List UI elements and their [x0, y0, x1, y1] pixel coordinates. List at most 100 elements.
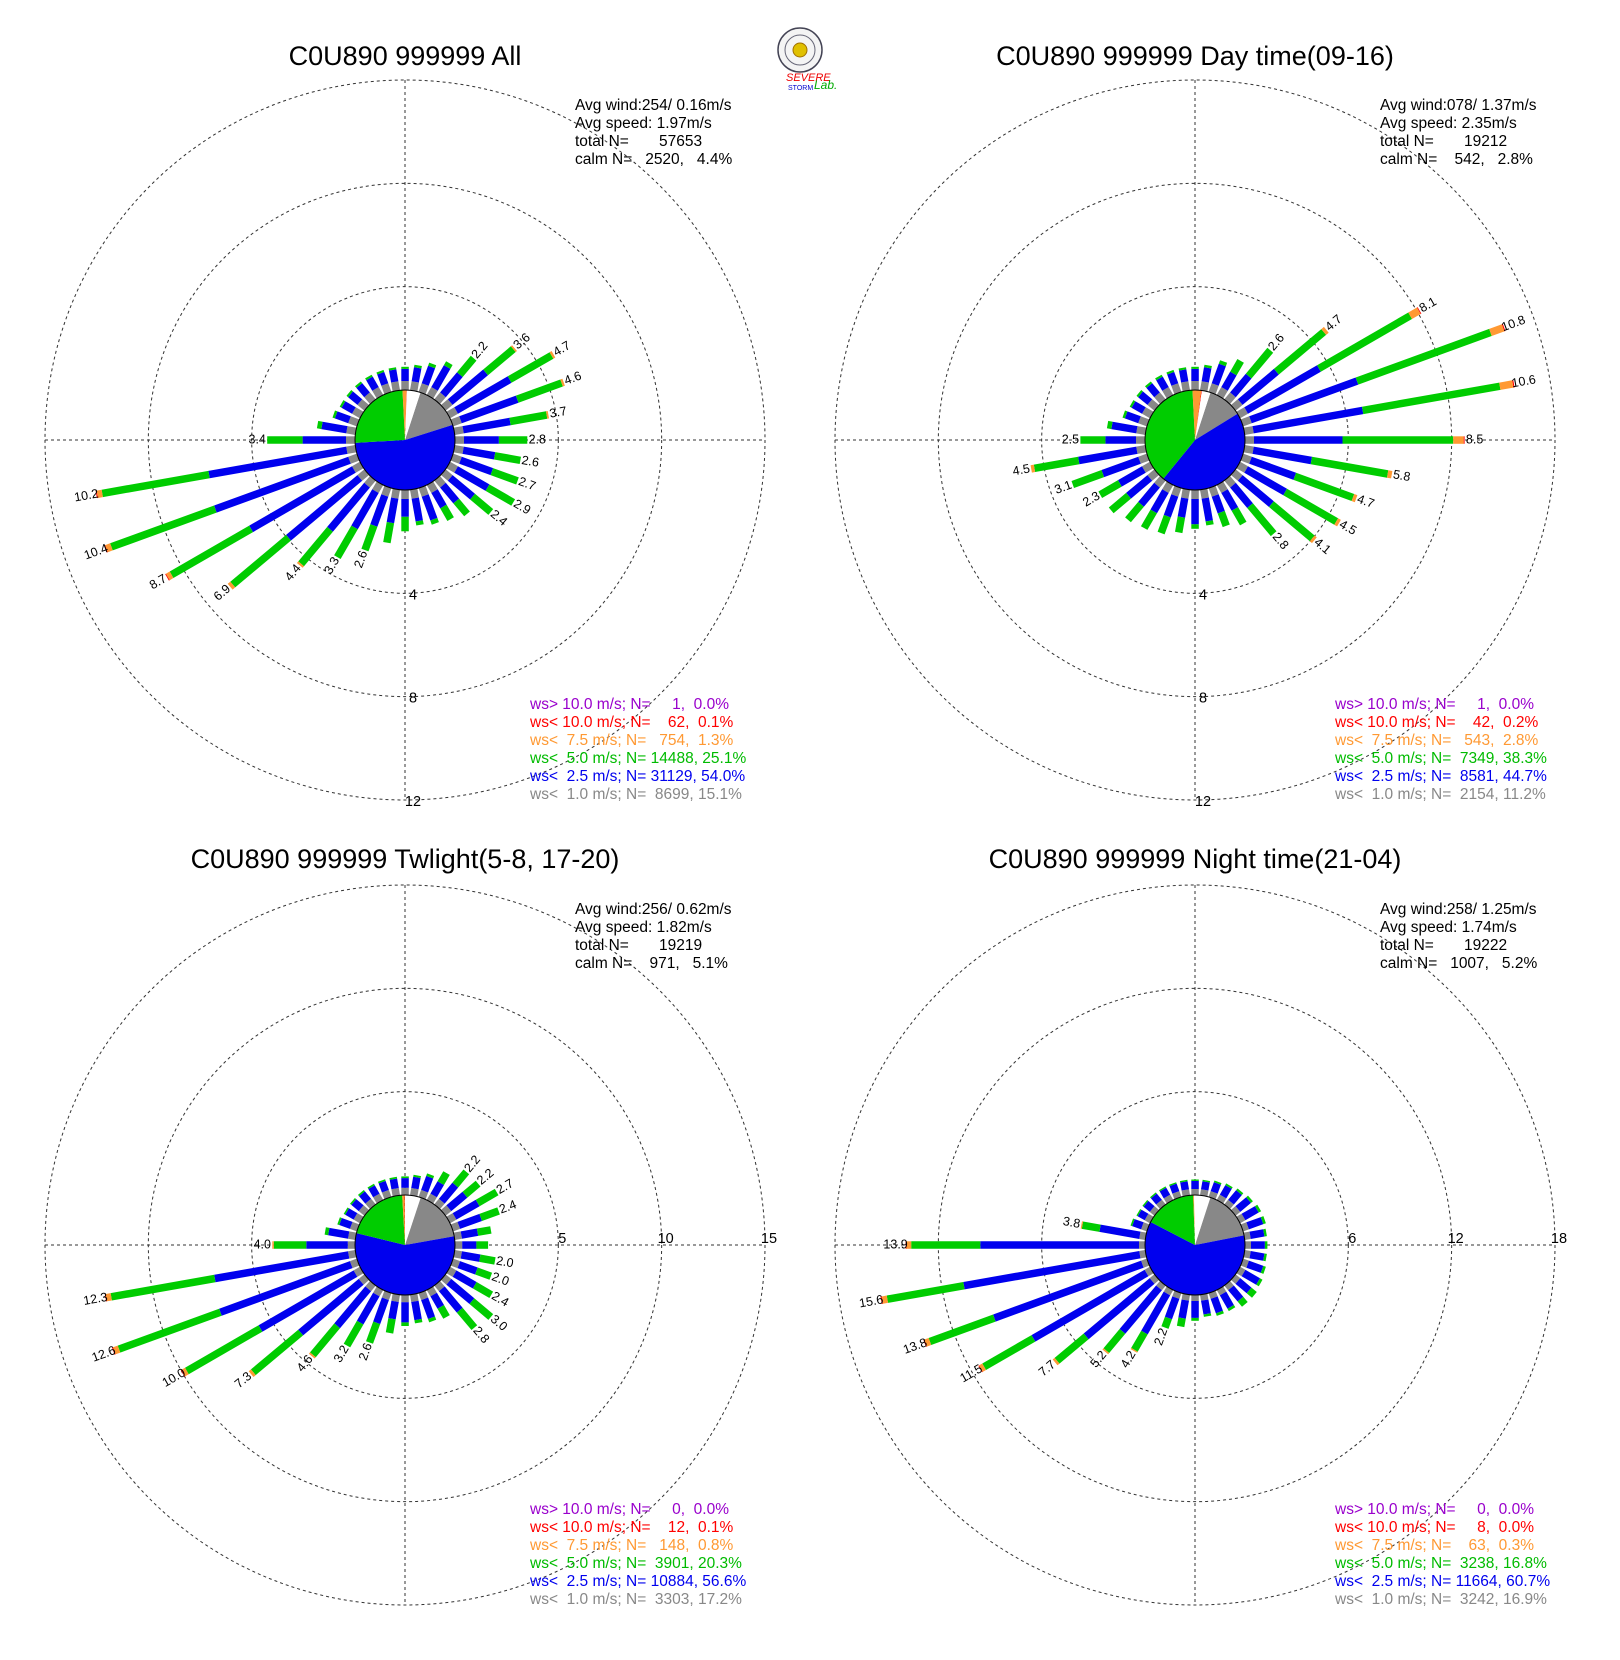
ring-label: 12 [405, 794, 421, 810]
rose-bar-segment [1255, 1204, 1262, 1213]
rose-bar-segment [437, 1305, 450, 1319]
rose-bar-segment [1243, 426, 1254, 435]
rose-bar-segment [1149, 1206, 1160, 1216]
rose-bar-segment [381, 485, 392, 497]
avg-speed-text: Avg speed: 1.97m/s [575, 115, 712, 132]
rose-bar-segment [460, 1251, 481, 1262]
rose-bar-segment [389, 369, 399, 383]
rose-bar-segment [1225, 1183, 1233, 1189]
rose-bar-segment [560, 378, 565, 387]
pie-slice [1195, 392, 1238, 440]
rose-bar-segment [880, 1296, 883, 1304]
rose-bar-segment [378, 1179, 386, 1184]
pie-slice [1163, 413, 1246, 491]
rose-bar-segment [181, 1367, 189, 1377]
rose-bar-segment [1249, 377, 1359, 424]
pie-slice [355, 1233, 456, 1296]
rose-bar-segment [1251, 1241, 1265, 1249]
rose-bar-segment [1180, 1181, 1189, 1191]
rose-bar-segment [469, 1298, 494, 1320]
bar-label: 12.3 [82, 1290, 108, 1308]
rose-bar-segment [1144, 1266, 1154, 1277]
rose-bar-segment [421, 365, 436, 386]
rose-bar-segment [434, 1198, 445, 1210]
rose-bar-segment [1157, 514, 1171, 535]
rose-bar-segment [410, 1188, 419, 1197]
legend-item: ws< 7.5 m/s; N= 148, 0.8% [529, 1537, 734, 1554]
avg-speed-text: Avg speed: 1.74m/s [1380, 919, 1517, 936]
rose-bar-segment [510, 345, 517, 352]
rose-bar-segment [372, 481, 384, 493]
rose-bar-segment [1334, 518, 1341, 527]
rose-bar-segment [1136, 426, 1147, 435]
rose-bar-segment [1129, 400, 1136, 408]
rose-bar-segment [446, 1278, 475, 1304]
ring-label: 12 [1448, 1231, 1464, 1247]
rose-bar-segment [1156, 1199, 1166, 1210]
rose-bar-segment [1243, 1250, 1251, 1259]
logo-text-severe: SEVERE [786, 72, 831, 84]
rose-bar-segment [1163, 1286, 1174, 1296]
rose-bar-segment [298, 1278, 364, 1336]
rose-bar-segment [208, 446, 348, 479]
rose-bar-segment [388, 367, 397, 371]
rose-bar-segment [1216, 1286, 1227, 1296]
rose-bar-segment [1230, 1206, 1241, 1216]
bar-label: 2.7 [517, 474, 538, 493]
bar-label: 5.8 [1392, 467, 1412, 484]
rose-bar-segment [1218, 360, 1228, 367]
rose-bar-segment [1099, 1224, 1141, 1239]
rose-bar-segment [1216, 387, 1228, 399]
rose-bar-segment [1217, 510, 1230, 528]
rose-bar-segment [298, 526, 333, 567]
rose-bar-segment [1191, 1301, 1199, 1318]
rose-bar-segment [413, 1174, 421, 1178]
rose-bar-segment [321, 421, 348, 434]
rose-bar-segment [1125, 501, 1144, 523]
rose-bar-segment [1118, 466, 1146, 487]
rose-bar-segment [348, 1231, 357, 1240]
rose-bar-segment [258, 1270, 358, 1332]
rose-bar-segment [383, 522, 395, 544]
bar-label: 3.7 [548, 404, 568, 421]
legend-item: ws< 7.5 m/s; N= 754, 1.3% [529, 732, 734, 749]
rose-bar-segment [1191, 524, 1199, 529]
rose-bar-segment [452, 1199, 480, 1220]
rose-bar-segment [446, 407, 458, 419]
rose-bar-segment [1237, 1296, 1248, 1307]
rose-bar-segment [347, 1241, 355, 1249]
rose-bar-segment [418, 1290, 429, 1301]
rose-bar-segment [1355, 328, 1492, 385]
rose-bar-segment [1252, 406, 1364, 434]
panel-day: C0U890 999999 Day time(09-16) 48122.64.7… [834, 41, 1556, 810]
rose-bar-segment [1142, 1200, 1149, 1207]
bar-label: 3.8 [1062, 1214, 1082, 1231]
pie-outline [354, 389, 456, 491]
bar-label: 3.1 [1053, 478, 1074, 497]
rose-bar-segment [105, 543, 113, 553]
rose-bar-segment [426, 1173, 435, 1179]
ring-label: 10 [658, 1231, 674, 1247]
rose-bar-segment [1230, 359, 1244, 376]
total-n-text: total N= 19219 [575, 937, 702, 954]
pie-slice [405, 390, 407, 440]
rose-bar-segment [430, 1292, 444, 1309]
rose-bar-segment [411, 367, 422, 383]
rose-bar-segment [105, 1293, 112, 1302]
rose-bar-segment [1210, 1296, 1223, 1314]
rose-bar-segment [438, 1286, 463, 1313]
rose-bar-segment [1213, 1180, 1222, 1185]
rose-bar-segment [349, 1258, 360, 1269]
rose-bar-segment [464, 436, 499, 444]
rose-bar-segment [1200, 488, 1209, 499]
pie-outline [1144, 389, 1246, 491]
rose-bar-segment [1111, 421, 1138, 434]
rose-bar-segment [377, 371, 389, 386]
legend: ws> 10.0 m/s; N= 1, 0.0% ws< 10.0 m/s; N… [1334, 696, 1547, 803]
rose-bar-segment [421, 1297, 435, 1319]
rose-bar-segment [1342, 436, 1454, 444]
rose-bar-segment [358, 1190, 365, 1197]
rose-bar-segment [1136, 436, 1145, 444]
rose-bar-segment [401, 366, 409, 369]
